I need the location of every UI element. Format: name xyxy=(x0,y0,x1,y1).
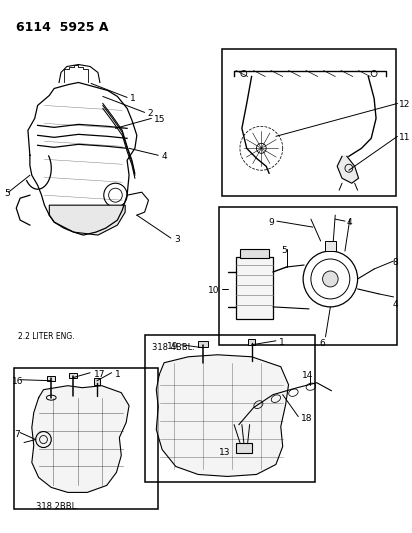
Text: 14: 14 xyxy=(302,371,314,379)
Text: 4: 4 xyxy=(393,300,398,309)
Text: 2.2 LITER ENG.: 2.2 LITER ENG. xyxy=(18,332,75,341)
Polygon shape xyxy=(156,355,288,477)
Text: 12: 12 xyxy=(399,100,411,109)
Bar xyxy=(198,341,208,347)
Polygon shape xyxy=(337,156,358,183)
Text: 18: 18 xyxy=(301,414,313,423)
Text: 1: 1 xyxy=(130,94,136,103)
Text: 6: 6 xyxy=(320,339,325,348)
Bar xyxy=(69,373,77,378)
Text: 6114  5925 A: 6114 5925 A xyxy=(16,21,109,34)
Text: 11: 11 xyxy=(399,133,411,142)
Text: 5: 5 xyxy=(5,189,10,198)
Bar xyxy=(14,368,158,510)
Text: 4: 4 xyxy=(161,152,167,161)
Text: 17: 17 xyxy=(94,370,105,379)
Text: 9: 9 xyxy=(268,218,274,227)
Bar xyxy=(325,241,336,251)
Bar xyxy=(236,442,252,453)
Bar xyxy=(94,378,100,385)
Polygon shape xyxy=(49,205,125,235)
Text: 19: 19 xyxy=(167,342,179,351)
Text: 318 2BBL.: 318 2BBL. xyxy=(36,503,79,511)
Text: 3: 3 xyxy=(174,235,180,244)
Bar xyxy=(248,339,255,345)
Bar xyxy=(47,376,55,381)
Text: 15: 15 xyxy=(154,116,166,124)
Text: 7: 7 xyxy=(14,430,20,439)
Bar xyxy=(222,49,396,196)
Bar xyxy=(218,207,398,345)
Text: 10: 10 xyxy=(208,286,220,295)
Text: 4: 4 xyxy=(347,218,353,227)
Text: 2: 2 xyxy=(147,109,153,118)
Text: 13: 13 xyxy=(219,448,230,457)
Polygon shape xyxy=(32,386,129,492)
Text: 8: 8 xyxy=(393,258,398,267)
Bar xyxy=(145,335,315,482)
Text: 16: 16 xyxy=(12,377,23,386)
Bar xyxy=(236,257,273,319)
Text: 5: 5 xyxy=(281,246,287,255)
Text: 1: 1 xyxy=(115,370,120,379)
Bar xyxy=(240,249,269,258)
Circle shape xyxy=(323,271,338,287)
Text: 318 4BBL.: 318 4BBL. xyxy=(152,343,195,352)
Text: 1: 1 xyxy=(279,338,285,347)
